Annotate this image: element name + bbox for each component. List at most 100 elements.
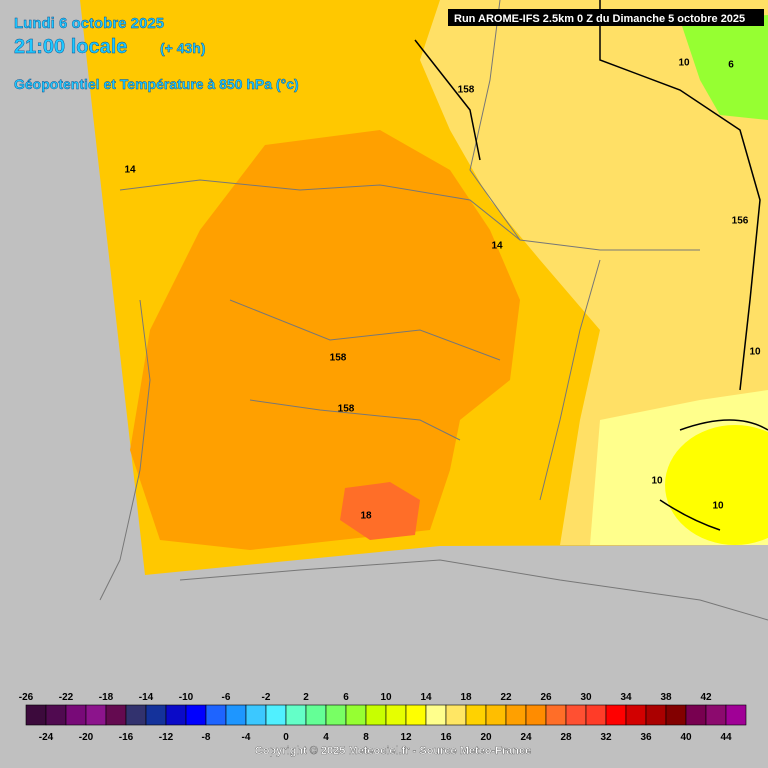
legend-swatch xyxy=(485,704,507,726)
legend-swatch xyxy=(25,704,47,726)
legend-swatch xyxy=(685,704,707,726)
legend-label: -16 xyxy=(119,732,134,743)
legend-label: -18 xyxy=(99,692,114,703)
legend-label: 44 xyxy=(720,732,732,743)
run-info: Run AROME-IFS 2.5km 0 Z du Dimanche 5 oc… xyxy=(454,13,745,25)
legend-swatch xyxy=(585,704,607,726)
parameter: Géopotentiel et Température à 850 hPa (°… xyxy=(14,76,299,92)
legend-label: -24 xyxy=(39,732,54,743)
legend-swatch xyxy=(45,704,67,726)
legend-swatch xyxy=(385,704,407,726)
legend-swatch xyxy=(465,704,487,726)
legend-swatch xyxy=(665,704,687,726)
legend-swatch xyxy=(605,704,627,726)
legend-swatch xyxy=(285,704,307,726)
legend-label: -4 xyxy=(242,732,251,743)
legend-swatch xyxy=(85,704,107,726)
legend-label: 10 xyxy=(380,692,392,703)
legend-label: -22 xyxy=(59,692,74,703)
legend-label: 30 xyxy=(580,692,592,703)
legend-label: 6 xyxy=(343,692,349,703)
contour-labels: 158 14 14 158 158 18 156 10 6 10 10 10 xyxy=(124,58,761,522)
legend-swatch xyxy=(145,704,167,726)
legend: -26-24-22-20-18-16-14-12-10-8-6-4-202468… xyxy=(19,692,747,743)
legend-swatch xyxy=(525,704,547,726)
contours xyxy=(414,0,768,531)
legend-label: 38 xyxy=(660,692,672,703)
contour-label: 6 xyxy=(728,60,734,71)
cool-field xyxy=(680,15,768,120)
legend-label: 40 xyxy=(680,732,692,743)
warm-core xyxy=(665,425,768,545)
legend-label: 22 xyxy=(500,692,512,703)
borders xyxy=(99,0,768,621)
legend-label: 0 xyxy=(283,732,289,743)
legend-swatch xyxy=(185,704,207,726)
legend-swatch xyxy=(325,704,347,726)
contour-label: 14 xyxy=(491,241,503,252)
legend-label: 4 xyxy=(323,732,329,743)
contour-label: 10 xyxy=(749,347,761,358)
legend-swatch xyxy=(705,704,727,726)
contour-label: 18 xyxy=(360,511,372,522)
hot-core xyxy=(340,482,420,540)
legend-swatch xyxy=(165,704,187,726)
legend-label: -14 xyxy=(139,692,154,703)
legend-label: 2 xyxy=(303,692,309,703)
contour-label: 14 xyxy=(124,165,136,176)
legend-label: 36 xyxy=(640,732,652,743)
lead-time: (+ 43h) xyxy=(160,40,206,56)
legend-label: 12 xyxy=(400,732,412,743)
legend-swatch xyxy=(545,704,567,726)
legend-swatch xyxy=(345,704,367,726)
legend-label: 18 xyxy=(460,692,472,703)
legend-swatch xyxy=(645,704,667,726)
copyright: Copyright © 2025 Meteociel.fr - Source M… xyxy=(255,745,531,757)
run-box xyxy=(448,9,764,26)
legend-swatch xyxy=(245,704,267,726)
contour-label: 158 xyxy=(458,85,475,96)
legend-label: 26 xyxy=(540,692,552,703)
legend-swatch xyxy=(265,704,287,726)
time: 21:00 locale xyxy=(14,36,127,58)
legend-swatch xyxy=(125,704,147,726)
legend-swatch xyxy=(625,704,647,726)
legend-swatch xyxy=(65,704,87,726)
legend-label: -10 xyxy=(179,692,194,703)
legend-swatch xyxy=(305,704,327,726)
legend-label: -26 xyxy=(19,692,34,703)
legend-swatch xyxy=(105,704,127,726)
legend-label: -6 xyxy=(222,692,231,703)
legend-label: 42 xyxy=(700,692,712,703)
legend-swatch xyxy=(225,704,247,726)
legend-swatch xyxy=(365,704,387,726)
legend-swatch xyxy=(425,704,447,726)
legend-label: 34 xyxy=(620,692,632,703)
legend-swatch xyxy=(565,704,587,726)
contour-label: 10 xyxy=(678,58,690,69)
contour-label: 10 xyxy=(651,476,663,487)
legend-label: 28 xyxy=(560,732,572,743)
legend-label: 32 xyxy=(600,732,612,743)
legend-label: 8 xyxy=(363,732,369,743)
warm-field xyxy=(130,130,520,550)
legend-label: 14 xyxy=(420,692,432,703)
legend-label: 24 xyxy=(520,732,532,743)
legend-swatch xyxy=(725,704,747,726)
legend-label: 20 xyxy=(480,732,492,743)
contour-label: 158 xyxy=(338,404,355,415)
legend-label: -8 xyxy=(202,732,211,743)
legend-swatch xyxy=(405,704,427,726)
legend-swatch xyxy=(205,704,227,726)
contour-label: 156 xyxy=(732,216,749,227)
contour-label: 10 xyxy=(712,501,724,512)
legend-label: -2 xyxy=(262,692,271,703)
legend-label: 16 xyxy=(440,732,452,743)
legend-swatch xyxy=(505,704,527,726)
legend-swatch xyxy=(445,704,467,726)
legend-label: -12 xyxy=(159,732,174,743)
contour-label: 158 xyxy=(330,353,347,364)
date: Lundi 6 octobre 2025 xyxy=(14,15,164,32)
legend-label: -20 xyxy=(79,732,94,743)
